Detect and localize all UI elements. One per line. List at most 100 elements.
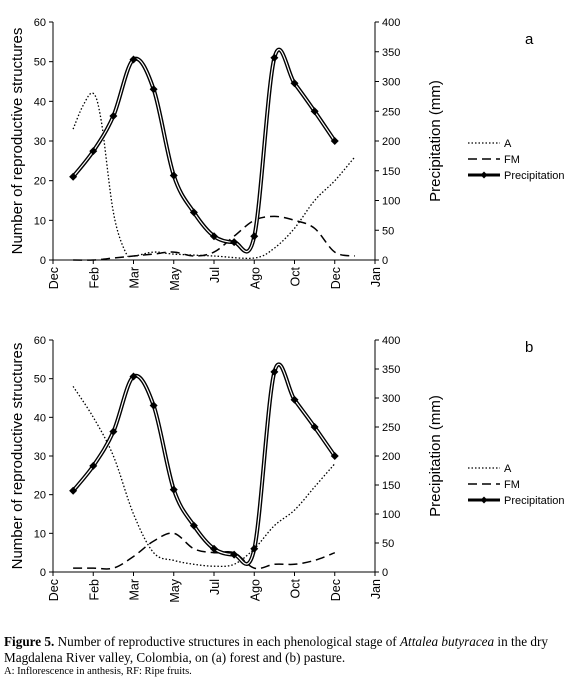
right-tick-label: 400: [382, 17, 400, 29]
series-line-precipitation-inner: [72, 363, 336, 565]
left-tick-label: 60: [34, 17, 46, 29]
x-tick-label: Ago: [248, 579, 262, 601]
right-tick-label: 250: [382, 106, 400, 118]
left-tick-label: 50: [34, 57, 46, 69]
series-line-a: [72, 386, 336, 568]
series-line-precipitation-inner: [72, 49, 336, 253]
x-tick-label: Jul: [208, 579, 222, 595]
precipitation-marker: [270, 367, 279, 376]
precipitation-marker: [270, 53, 279, 62]
precipitation-marker: [210, 232, 218, 241]
series-line-precipitation-outer: [71, 47, 337, 254]
legend-label: FM: [504, 479, 520, 491]
left-tick-label: 60: [34, 335, 46, 347]
x-tick-label: Feb: [87, 579, 101, 601]
precipitation-marker: [230, 238, 239, 247]
precipitation-marker: [129, 372, 138, 381]
left-tick-label: 20: [34, 490, 46, 502]
right-tick-label: 100: [382, 509, 400, 521]
x-tick-label: Oct: [289, 578, 303, 598]
right-tick-label: 300: [382, 77, 400, 89]
chart-panel-b: 0 10 20 30 40 50 60 0 50 100 150 200 250 300 350 400 Dec…: [9, 335, 565, 603]
precipitation-marker: [69, 172, 78, 181]
series-line-fm: [73, 532, 336, 570]
y-axis-title: Number of reproductive structures: [9, 28, 26, 255]
series-line-precipitation-outer: [71, 362, 337, 567]
precipitation-marker: [169, 171, 178, 180]
precipitation-marker: [290, 79, 299, 88]
left-tick-label: 0: [40, 567, 46, 579]
caption-species: Attalea butyracea: [400, 634, 495, 649]
series-line-fm: [73, 215, 356, 261]
right-tick-label: 0: [382, 567, 388, 579]
precipitation-marker: [149, 85, 158, 94]
left-tick-label: 50: [34, 374, 46, 386]
x-tick-label: Oct: [289, 266, 303, 286]
left-tick-label: 10: [34, 528, 46, 540]
right-tick-label: 150: [382, 480, 400, 492]
chart-panel-a: 0 10 20 30 40 50 60 0 50 100 150 200 250 300 350 400 Dec…: [9, 17, 565, 291]
right-tick-label: 200: [382, 136, 400, 148]
caption-abbreviations: A: Inflorescence in anthesis, RF: Ripe f…: [4, 666, 192, 677]
legend-marker: [480, 496, 488, 504]
x-tick-label: Dec: [329, 579, 343, 601]
panel-label: b: [525, 339, 533, 356]
right-tick-label: 50: [382, 225, 394, 237]
precipitation-marker: [250, 544, 259, 553]
legend-label: FM: [504, 154, 520, 166]
figure-caption: Figure 5. Number of reproductive structu…: [4, 634, 576, 666]
precipitation-marker: [189, 208, 198, 217]
legend-label: A: [504, 463, 512, 475]
right-tick-label: 100: [382, 196, 400, 208]
right-tick-label: 50: [382, 538, 394, 550]
x-tick-label: Feb: [87, 267, 101, 289]
caption-text-end: in the dry Magdalena River valley, Colom…: [4, 634, 548, 665]
left-tick-label: 40: [34, 96, 46, 108]
legend-marker: [480, 171, 488, 179]
right-tick-label: 0: [382, 255, 388, 267]
precipitation-marker: [310, 107, 319, 116]
y-axis-title: Number of reproductive structures: [9, 343, 26, 570]
right-tick-label: 400: [382, 335, 400, 347]
x-tick-label: Ago: [248, 267, 262, 289]
right-tick-label: 350: [382, 364, 400, 376]
figure-canvas: 0102030405060050100150200250300350400Dec…: [9, 17, 565, 603]
panel-label: a: [525, 31, 534, 48]
legend-label: Precipitation: [504, 170, 565, 182]
x-tick-label: Dec: [329, 267, 343, 289]
left-tick-label: 20: [34, 176, 46, 188]
precipitation-marker: [149, 401, 158, 410]
x-tick-label: Dec: [47, 579, 61, 601]
precipitation-marker: [230, 550, 239, 559]
x-tick-label: Jul: [208, 267, 222, 283]
y2-axis-title: Precipitation (mm): [427, 80, 444, 202]
precipitation-marker: [89, 147, 98, 156]
precipitation-marker: [330, 452, 339, 460]
precipitation-marker: [129, 55, 138, 64]
precipitation-marker: [290, 395, 299, 404]
right-tick-label: 300: [382, 393, 400, 405]
precipitation-marker: [210, 544, 218, 553]
legend-label: A: [504, 138, 512, 150]
left-tick-label: 40: [34, 412, 46, 424]
right-tick-label: 350: [382, 47, 400, 59]
precipitation-marker: [89, 461, 98, 470]
x-tick-label: Dec: [47, 267, 61, 289]
x-tick-label: May: [168, 266, 182, 290]
x-tick-label: Jan: [369, 267, 383, 287]
left-tick-label: 10: [34, 215, 46, 227]
x-tick-label: Mar: [128, 579, 142, 601]
precipitation-marker: [109, 112, 118, 121]
x-tick-label: Jan: [369, 579, 383, 599]
precipitation-marker: [109, 427, 118, 436]
right-tick-label: 150: [382, 166, 400, 178]
x-tick-label: May: [168, 578, 182, 602]
right-tick-label: 250: [382, 422, 400, 434]
y2-axis-title: Precipitation (mm): [427, 395, 444, 517]
series-line-a: [72, 92, 356, 259]
precipitation-marker: [69, 486, 78, 495]
legend-label: Precipitation: [504, 495, 565, 507]
right-tick-label: 200: [382, 451, 400, 463]
caption-label: Figure 5.: [4, 634, 55, 649]
precipitation-marker: [189, 521, 198, 530]
